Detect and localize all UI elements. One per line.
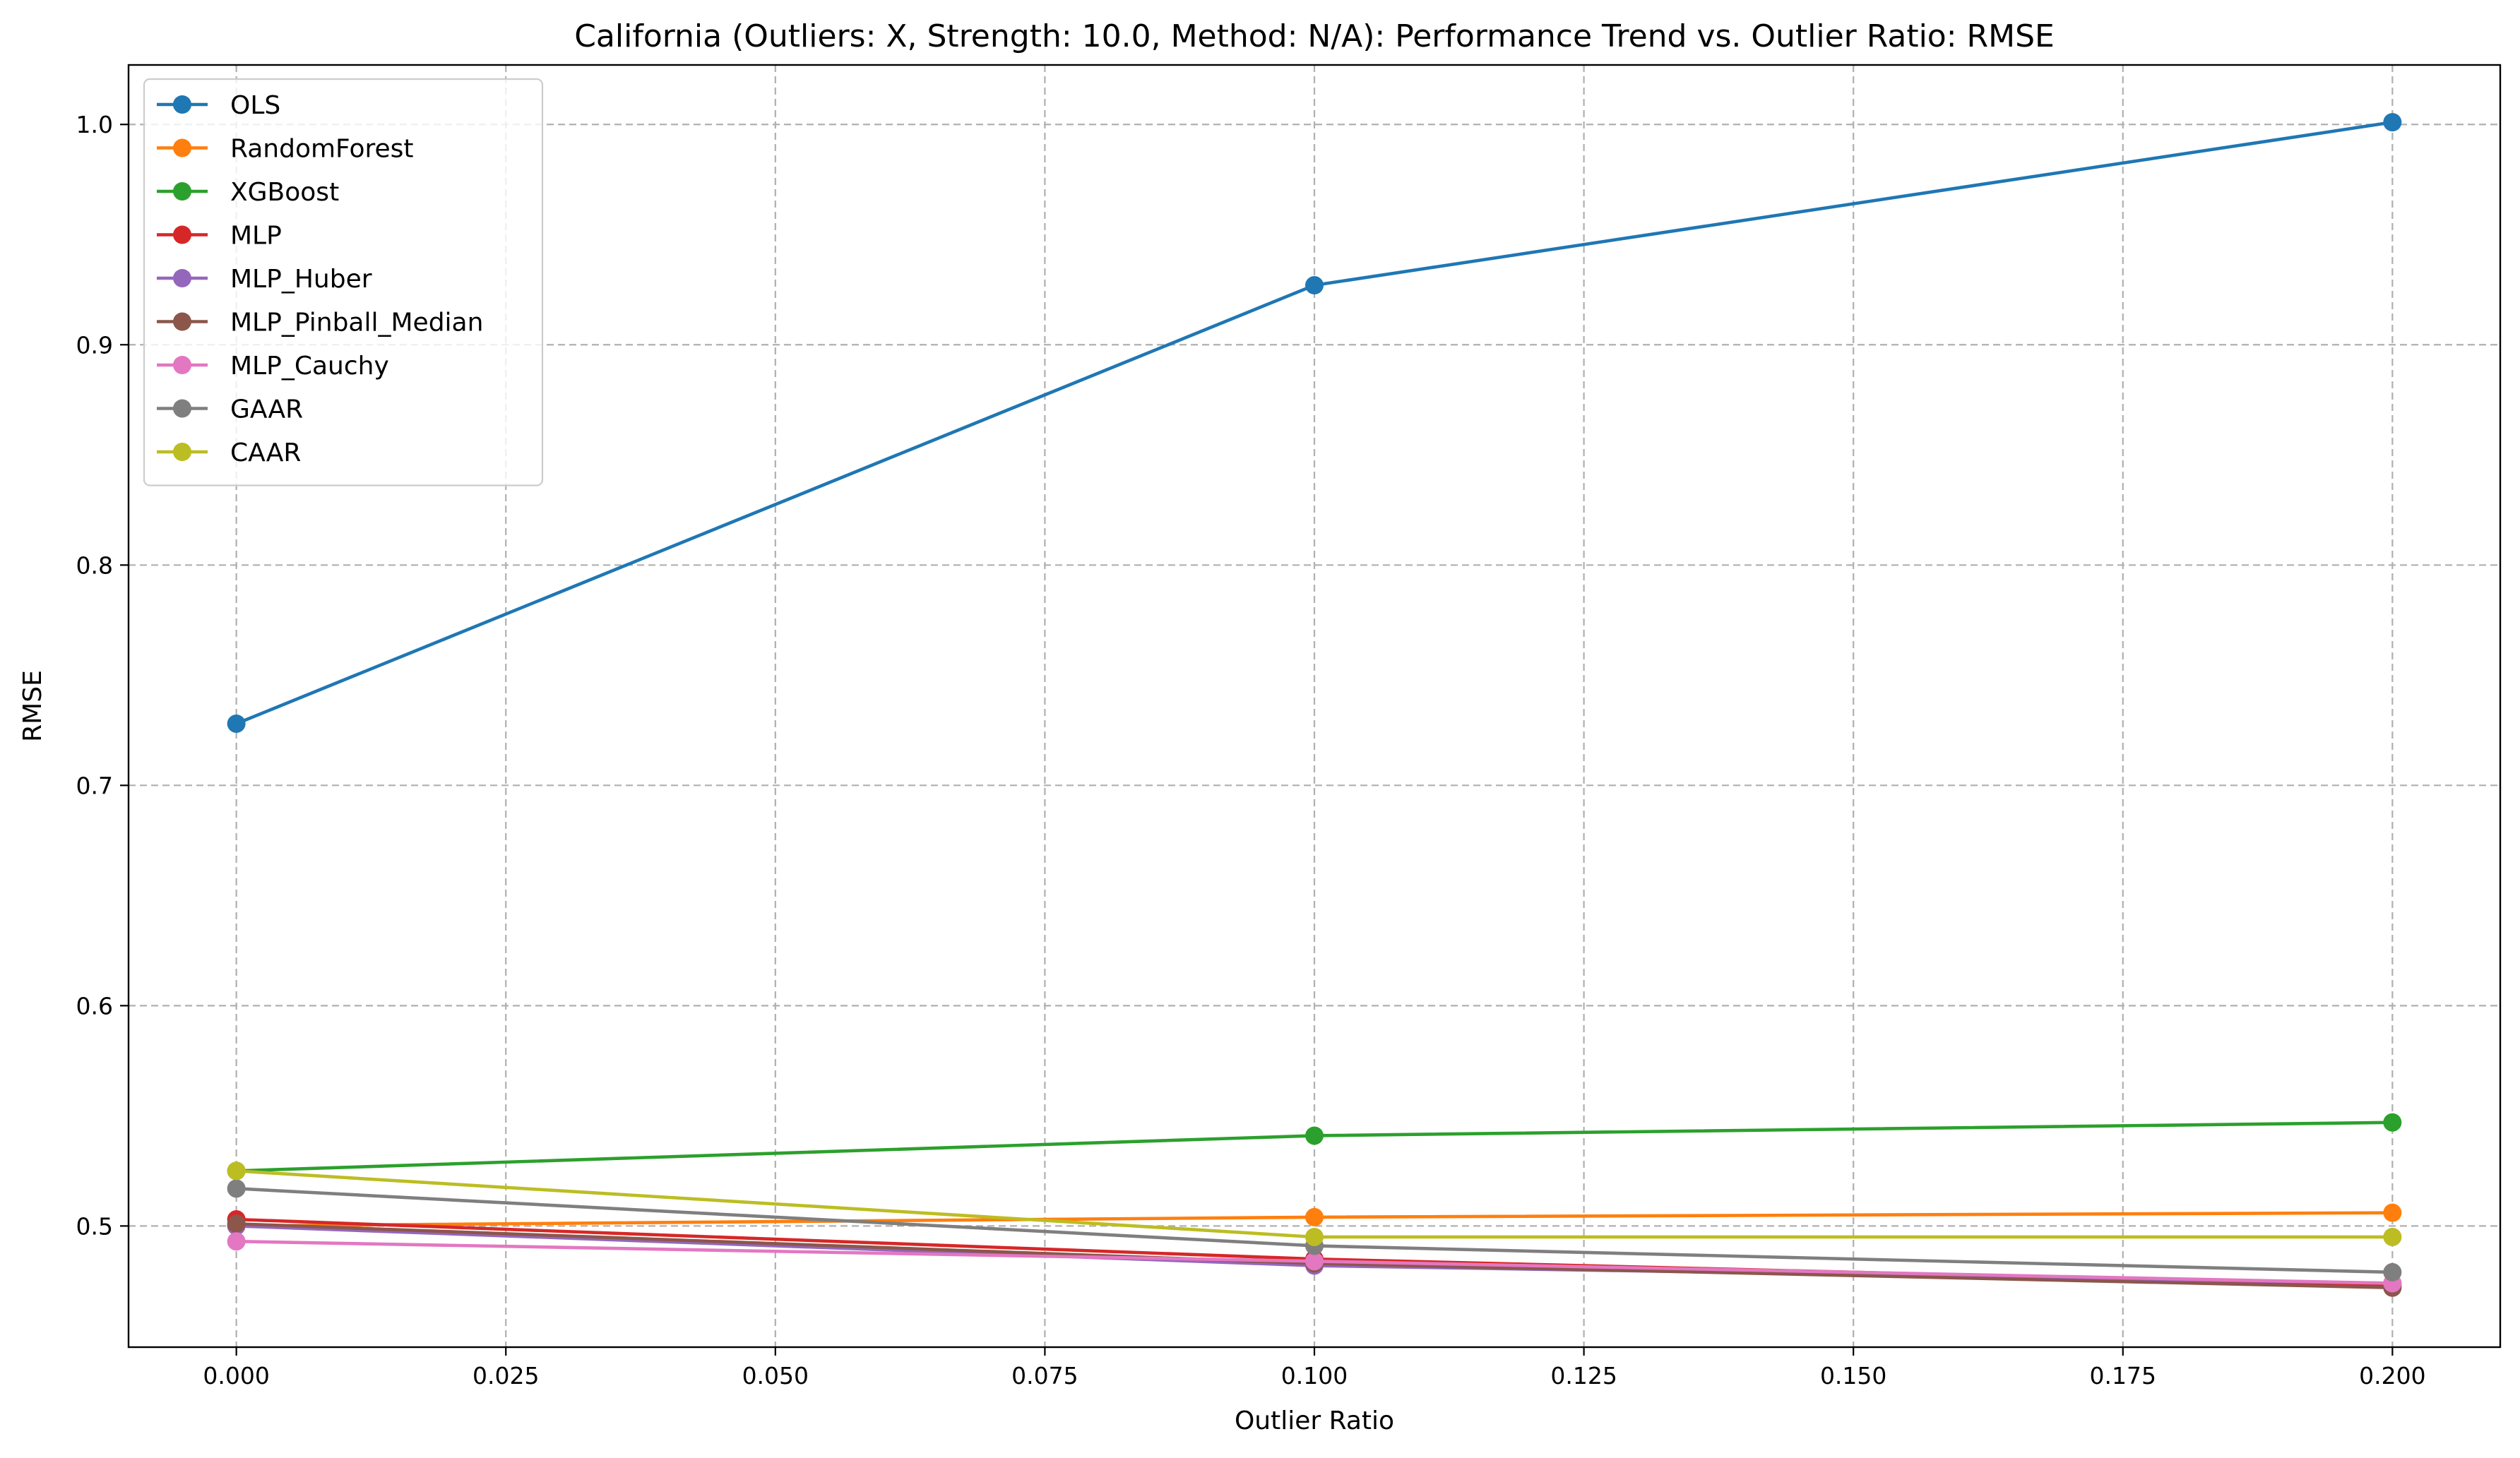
data-point	[1305, 1227, 1324, 1246]
legend-item: MLP	[157, 222, 282, 251]
legend-marker	[173, 225, 191, 244]
y-tick-label: 1.0	[76, 111, 113, 138]
x-tick-label: 0.075	[1011, 1362, 1078, 1390]
data-point	[2383, 113, 2402, 132]
legend-marker	[173, 95, 191, 114]
y-tick-label: 0.7	[76, 772, 113, 799]
legend-item: CAAR	[157, 438, 301, 467]
legend-marker	[173, 399, 191, 418]
x-tick-label: 0.200	[2359, 1362, 2425, 1390]
y-axis-label: RMSE	[18, 670, 47, 742]
series-caar	[227, 1161, 2402, 1246]
legend-item: XGBoost	[157, 178, 339, 207]
x-tick-label: 0.050	[742, 1362, 809, 1390]
legend-label: RandomForest	[230, 135, 414, 164]
legend-item: MLP_Pinball_Median	[157, 309, 483, 337]
data-point	[2383, 1262, 2402, 1281]
legend-label: CAAR	[230, 438, 301, 467]
data-point	[2383, 1113, 2402, 1132]
legend-marker	[173, 443, 191, 461]
ticks: 0.000 0.025 0.050 0.075 0.100 0.125 0.150 0.175…	[76, 111, 2426, 1390]
y-tick-label: 0.8	[76, 551, 113, 579]
x-tick-label: 0.175	[2090, 1362, 2156, 1390]
legend: OLS RandomForest XGBoost MLP MLP_Huber MLP_Pi…	[143, 78, 544, 486]
data-point	[227, 1161, 246, 1181]
x-tick-label: 0.125	[1550, 1362, 1617, 1390]
data-point	[2383, 1227, 2402, 1246]
legend-marker	[173, 138, 191, 157]
data-point	[227, 714, 246, 733]
x-tick-label: 0.025	[472, 1362, 539, 1390]
x-tick-label: 0.150	[1820, 1362, 1886, 1390]
y-tick-label: 0.9	[76, 331, 113, 359]
data-point	[227, 1179, 246, 1198]
data-point	[227, 1214, 246, 1233]
data-point	[1305, 1252, 1324, 1271]
legend-item: MLP_Cauchy	[157, 352, 389, 381]
data-point	[227, 1232, 246, 1251]
series-ols	[227, 113, 2402, 733]
data-point	[1305, 1126, 1324, 1145]
legend-item: MLP_Huber	[157, 265, 372, 294]
x-axis-label: Outlier Ratio	[1235, 1406, 1394, 1435]
x-tick-label: 0.100	[1281, 1362, 1348, 1390]
legend-label: MLP_Huber	[230, 265, 372, 294]
legend-label: XGBoost	[230, 178, 339, 207]
legend-marker	[173, 269, 191, 287]
y-tick-label: 0.5	[76, 1212, 113, 1240]
x-tick-label: 0.000	[203, 1362, 269, 1390]
legend-marker	[173, 312, 191, 331]
legend-item: GAAR	[157, 395, 303, 424]
legend-marker	[173, 356, 191, 374]
legend-item: OLS	[157, 91, 280, 120]
chart-title: California (Outliers: X, Strength: 10.0,…	[574, 18, 2055, 54]
legend-box	[143, 78, 544, 486]
legend-label: MLP_Pinball_Median	[230, 309, 483, 337]
legend-marker	[173, 182, 191, 201]
legend-label: GAAR	[230, 395, 303, 424]
series-layer	[227, 113, 2402, 1297]
legend-label: OLS	[230, 91, 280, 120]
legend-label: MLP	[230, 222, 282, 251]
legend-label: MLP_Cauchy	[230, 352, 389, 381]
y-tick-label: 0.6	[76, 992, 113, 1020]
data-point	[1305, 276, 1324, 295]
data-point	[2383, 1203, 2402, 1222]
legend-item: RandomForest	[157, 135, 414, 164]
data-point	[1305, 1207, 1324, 1226]
